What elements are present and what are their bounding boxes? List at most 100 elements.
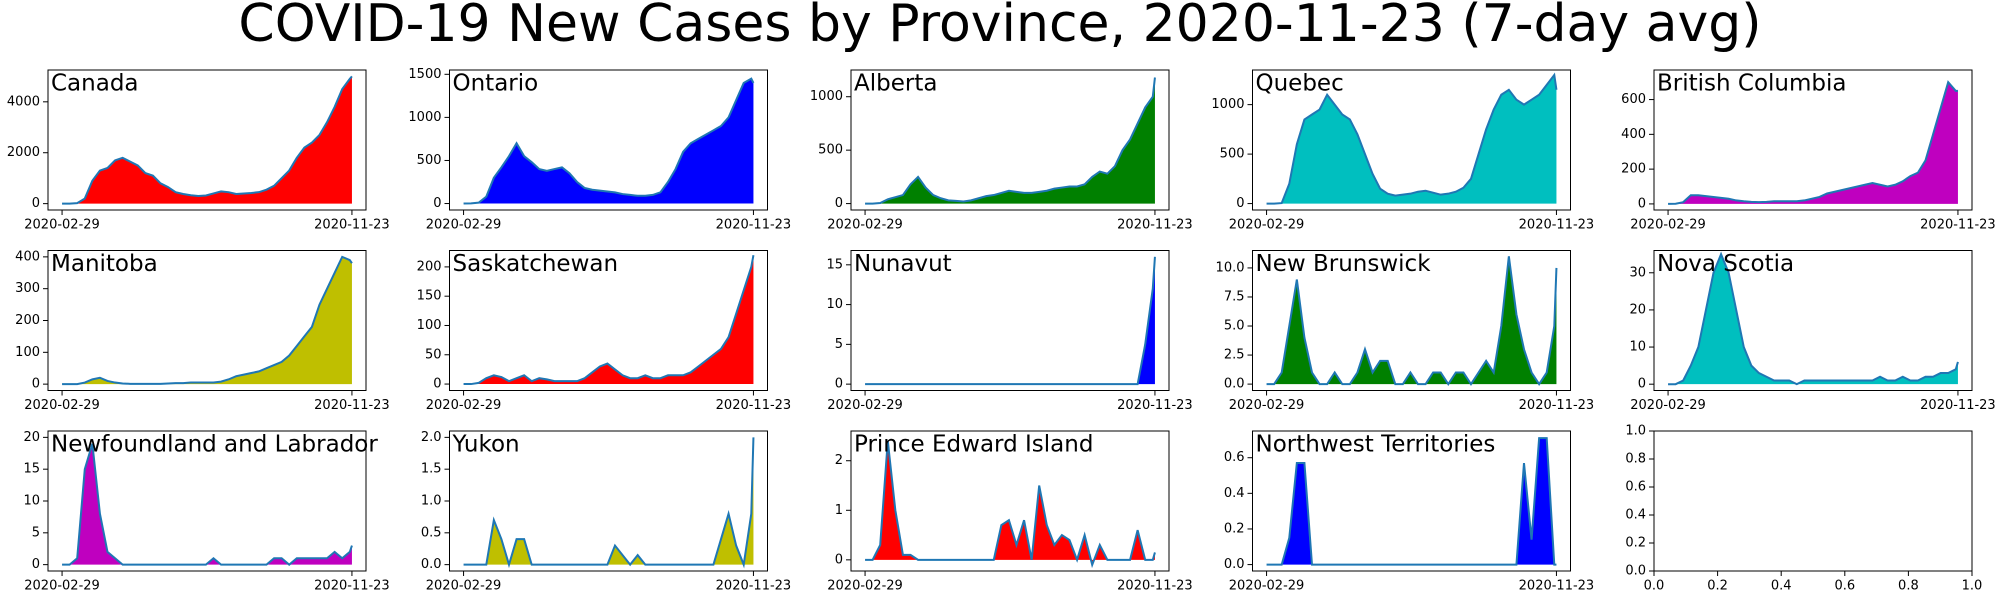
area-fill — [62, 76, 352, 204]
y-tick-label: 0.0 — [1625, 564, 1646, 579]
area-line — [62, 443, 353, 566]
y-tick-label: 4000 — [7, 94, 40, 109]
y-tick-label: 7.5 — [1224, 289, 1245, 304]
y-tick-label: 2 — [835, 453, 843, 468]
y-tick-label: 0 — [1638, 196, 1646, 211]
y-tick-label: 0 — [1638, 377, 1646, 392]
x-tick-label: 0.6 — [1834, 579, 1855, 594]
x-tick-label: 0.4 — [1771, 579, 1792, 594]
x-tick-label: 2020-02-29 — [426, 579, 502, 594]
province-label: Manitoba — [51, 251, 158, 277]
area-fill — [1668, 254, 1958, 385]
x-tick-label: 2020-02-29 — [24, 579, 100, 594]
area-fill — [463, 255, 754, 385]
x-tick-label: 2020-02-29 — [1229, 398, 1305, 413]
x-tick-label: 2020-11-23 — [1519, 218, 1595, 233]
area-line — [1266, 72, 1558, 205]
x-tick-label: 2020-02-29 — [24, 218, 100, 233]
y-tick-label: 30 — [1629, 265, 1646, 280]
x-tick-label: 2020-02-29 — [1630, 218, 1706, 233]
y-tick-label: 50 — [425, 347, 442, 362]
y-tick-label: 1 — [835, 503, 843, 518]
y-tick-label: 500 — [818, 143, 843, 158]
province-label: British Columbia — [1657, 71, 1847, 97]
x-tick-label: 2020-02-29 — [827, 398, 903, 413]
y-tick-label: 0.0 — [1224, 557, 1245, 572]
area-fill — [463, 437, 754, 565]
x-tick-label: 2020-11-23 — [1920, 398, 1996, 413]
y-tick-label: 0 — [32, 377, 40, 392]
area-line — [1266, 437, 1557, 566]
y-tick-label: 200 — [1621, 162, 1646, 177]
y-tick-label: 0.6 — [1224, 450, 1245, 465]
y-tick-label: 5.0 — [1224, 319, 1245, 334]
area-fill — [865, 440, 1155, 565]
axes-frame — [1653, 250, 1973, 391]
axes-frame — [1653, 69, 1973, 211]
x-tick-label: 2020-11-23 — [1117, 218, 1193, 233]
province-label: Ontario — [453, 71, 539, 97]
x-tick-label: 2020-11-23 — [716, 579, 792, 594]
y-tick-label: 2000 — [7, 145, 40, 160]
y-tick-label: 5 — [32, 525, 40, 540]
y-tick-label: 20 — [23, 430, 40, 445]
axes-frame — [449, 69, 768, 211]
x-tick-label: 0.0 — [1644, 579, 1665, 594]
area-line — [463, 77, 755, 205]
x-tick-label: 2020-02-29 — [426, 398, 502, 413]
area-line — [1266, 256, 1558, 386]
x-tick-label: 2020-02-29 — [1229, 579, 1305, 594]
y-tick-label: 0.4 — [1625, 508, 1646, 523]
y-tick-label: 1.0 — [421, 494, 442, 509]
area-fill — [865, 77, 1155, 204]
y-tick-label: 150 — [417, 289, 442, 304]
axes-frame — [1252, 430, 1571, 572]
province-label: Newfoundland and Labrador — [51, 432, 378, 458]
area-line — [865, 440, 1156, 569]
y-tick-label: 1000 — [408, 110, 441, 125]
axes-frame — [449, 250, 768, 391]
province-label: Canada — [51, 71, 139, 97]
y-tick-label: 500 — [1220, 147, 1245, 162]
x-tick-label: 2020-02-29 — [827, 218, 903, 233]
y-tick-label: 10 — [1629, 340, 1646, 355]
y-tick-label: 1500 — [408, 67, 441, 82]
x-tick-label: 2020-11-23 — [1519, 579, 1595, 594]
y-tick-label: 0.8 — [1625, 452, 1646, 467]
area-line — [865, 77, 1156, 205]
y-tick-label: 0.0 — [421, 557, 442, 572]
y-tick-label: 0.6 — [1625, 480, 1646, 495]
x-tick-label: 2020-11-23 — [1920, 218, 1996, 233]
figure-title: COVID-19 New Cases by Province, 2020-11-… — [238, 0, 1761, 54]
y-tick-label: 0.2 — [1625, 536, 1646, 551]
area-line — [463, 255, 755, 386]
area-line — [62, 75, 353, 205]
province-label: Nova Scotia — [1657, 251, 1794, 277]
area-line — [865, 256, 1156, 386]
area-line — [1668, 251, 1959, 386]
x-tick-label: 1.0 — [1962, 579, 1983, 594]
y-tick-label: 200 — [15, 313, 40, 328]
axes-frame — [850, 250, 1170, 391]
y-tick-label: 300 — [15, 281, 40, 296]
y-tick-label: 0 — [835, 196, 843, 211]
province-label: Prince Edward Island — [854, 432, 1093, 458]
x-tick-label: 2020-11-23 — [716, 398, 792, 413]
y-tick-label: 0 — [433, 377, 441, 392]
x-tick-label: 2020-11-23 — [314, 398, 390, 413]
y-tick-label: 10.0 — [1216, 260, 1245, 275]
x-tick-label: 2020-02-29 — [1630, 398, 1706, 413]
y-tick-label: 400 — [1621, 127, 1646, 142]
area-line — [1668, 80, 1958, 205]
axes-frame — [1653, 430, 1973, 572]
area-fill — [1266, 256, 1557, 385]
province-label: Northwest Territories — [1256, 432, 1496, 458]
x-tick-label: 0.8 — [1898, 579, 1919, 594]
x-tick-label: 2020-11-23 — [314, 218, 390, 233]
y-tick-label: 0.5 — [421, 525, 442, 540]
area-fill — [62, 256, 352, 385]
y-tick-label: 400 — [15, 249, 40, 264]
y-tick-label: 10 — [23, 494, 40, 509]
x-tick-label: 2020-02-29 — [1229, 218, 1305, 233]
